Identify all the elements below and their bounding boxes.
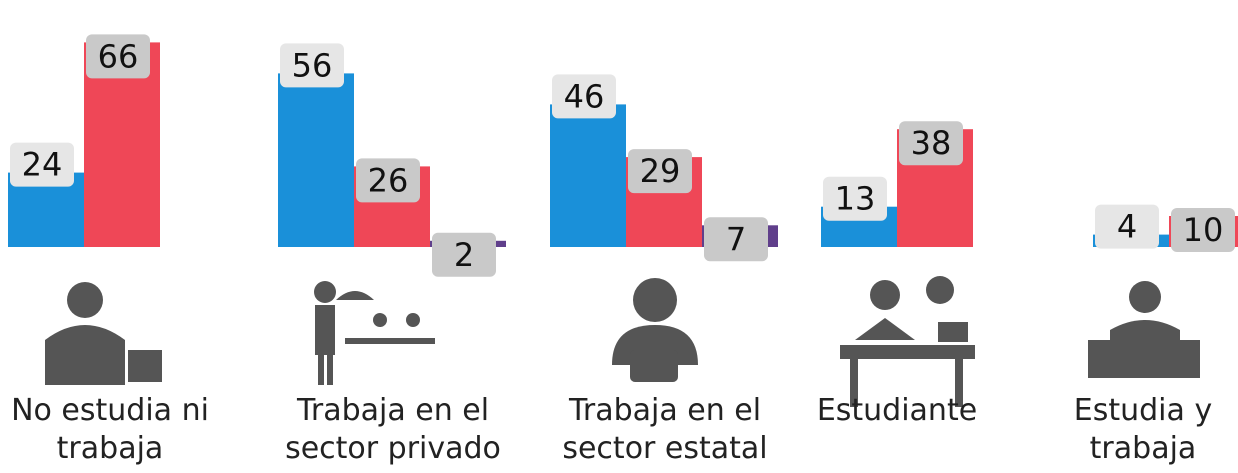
icon-student bbox=[840, 276, 975, 407]
value-label: 29 bbox=[640, 152, 681, 190]
icon-waiter bbox=[314, 281, 435, 385]
infographic: 24 66 56 26 2 46 29 7 13 38 4 10 No estudia ni trab… bbox=[0, 0, 1238, 473]
bar bbox=[278, 73, 354, 247]
value-label: 24 bbox=[22, 146, 63, 184]
category-label: Estudia y trabaja bbox=[1023, 392, 1238, 468]
value-label: 56 bbox=[292, 46, 333, 84]
category-label: Trabaja en el sector privado bbox=[273, 392, 513, 468]
category-label: Estudiante bbox=[777, 392, 1017, 430]
value-label: 2 bbox=[454, 236, 474, 274]
icon-doctor bbox=[612, 278, 698, 382]
value-label: 4 bbox=[1117, 208, 1137, 246]
icon-unemployed bbox=[45, 282, 162, 385]
bar bbox=[550, 104, 626, 247]
value-label: 10 bbox=[1183, 211, 1224, 249]
value-label: 46 bbox=[564, 77, 605, 115]
value-label: 13 bbox=[835, 180, 876, 218]
icons bbox=[45, 276, 1200, 407]
category-label: Trabaja en el sector estatal bbox=[545, 392, 785, 468]
value-label: 26 bbox=[368, 161, 409, 199]
value-label: 7 bbox=[726, 220, 746, 258]
category-label: No estudia ni trabaja bbox=[0, 392, 230, 468]
value-label: 38 bbox=[911, 124, 952, 162]
icon-study-work bbox=[1088, 281, 1200, 378]
value-label: 66 bbox=[98, 37, 139, 75]
